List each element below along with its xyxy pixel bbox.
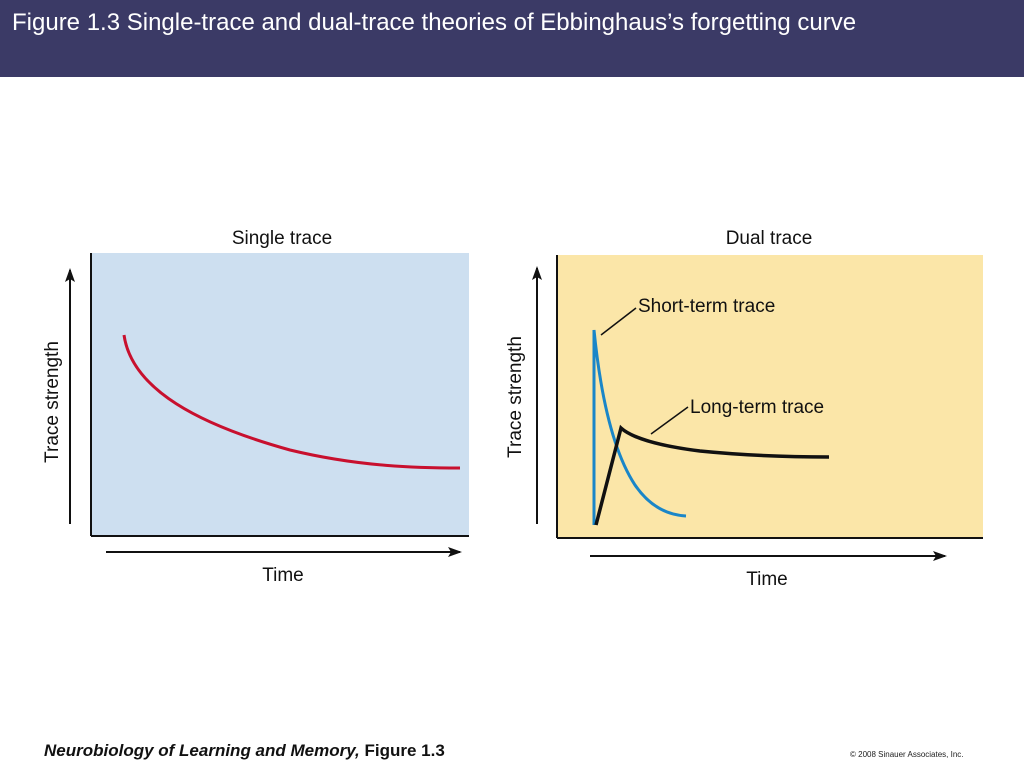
dual-trace-title: Dual trace <box>726 228 813 249</box>
long-term-trace-label: Long-term trace <box>690 397 824 418</box>
short-term-trace-curve <box>592 329 687 525</box>
footer-figure-ref: Figure 1.3 <box>364 741 445 760</box>
footer-book-title: Neurobiology of Learning and Memory, <box>44 741 360 760</box>
short-term-leader-line <box>600 307 637 336</box>
single-trace-title: Single trace <box>232 228 332 249</box>
long-term-trace-curve <box>594 424 830 526</box>
single-x-axis-label: Time <box>262 565 304 586</box>
single-trace-panel: Single trace Trace strength Time <box>42 228 469 586</box>
dual-y-axis-label: Trace strength <box>505 336 526 458</box>
single-trace-plot-area <box>91 253 469 536</box>
dual-x-axis-label: Time <box>746 569 788 590</box>
slide-header: Figure 1.3 Single-trace and dual-trace t… <box>0 0 1024 77</box>
single-trace-curve <box>122 334 461 470</box>
long-term-leader-line <box>650 406 689 435</box>
footer-credit: Neurobiology of Learning and Memory, Fig… <box>44 741 445 761</box>
short-term-trace-label: Short-term trace <box>638 296 775 317</box>
dual-trace-panel: Dual trace Trace strength Time Short-ter… <box>505 228 983 590</box>
slide-title: Figure 1.3 Single-trace and dual-trace t… <box>12 9 857 36</box>
single-y-axis-label: Trace strength <box>42 341 63 463</box>
footer-copyright: © 2008 Sinauer Associates, Inc. <box>850 750 964 759</box>
dual-trace-plot-area <box>557 255 983 538</box>
